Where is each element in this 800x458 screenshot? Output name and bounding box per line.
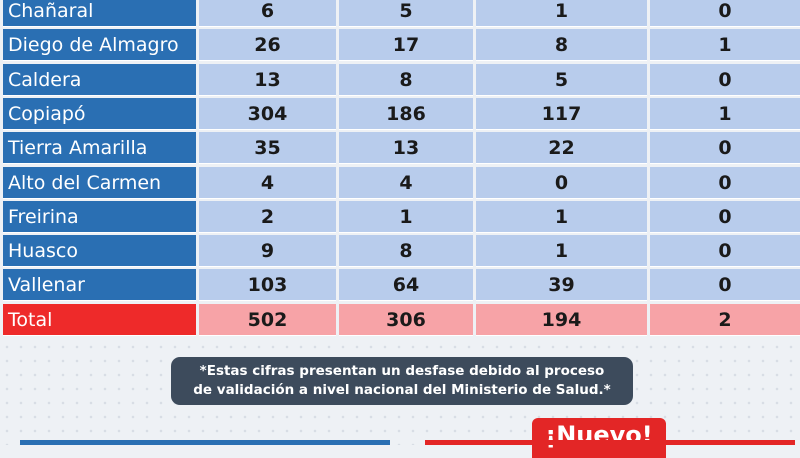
table-row: Tierra Amarilla 35 13 22 0: [3, 132, 800, 165]
deaths-cell: 0: [650, 0, 800, 27]
table-row: Chañaral 6 5 1 0: [3, 0, 800, 27]
deaths-cell: 1: [650, 29, 800, 62]
recovered-cases-cell: 22: [476, 132, 647, 165]
new-badge: ¡Nuevo!: [532, 418, 666, 458]
table-row: Vallenar 103 64 39 0: [3, 269, 800, 302]
active-cases-cell: 5: [339, 0, 473, 27]
commune-name-cell: Diego de Almagro: [3, 29, 196, 62]
deaths-cell: 0: [650, 200, 800, 233]
active-cases-cell: 1: [339, 200, 473, 233]
bottom-blue-bar: [20, 440, 390, 445]
deaths-cell: 2: [650, 303, 800, 336]
confirmed-cases-cell: 502: [199, 303, 336, 336]
recovered-cases-cell: 39: [476, 269, 647, 302]
confirmed-cases-cell: 9: [199, 235, 336, 268]
commune-name-cell: Total: [3, 303, 196, 336]
confirmed-cases-cell: 103: [199, 269, 336, 302]
recovered-cases-cell: 117: [476, 97, 647, 130]
table-row: Alto del Carmen 4 4 0 0: [3, 166, 800, 199]
recovered-cases-cell: 1: [476, 0, 647, 27]
recovered-cases-cell: 194: [476, 303, 647, 336]
active-cases-cell: 64: [339, 269, 473, 302]
disclaimer-line-2: de validación a nivel nacional del Minis…: [193, 382, 611, 398]
commune-name-cell: Vallenar: [3, 269, 196, 302]
table-row: Diego de Almagro 26 17 8 1: [3, 29, 800, 62]
active-cases-cell: 4: [339, 166, 473, 199]
table-row: Copiapó 304 186 117 1: [3, 97, 800, 130]
confirmed-cases-cell: 6: [199, 0, 336, 27]
table-row: Caldera 13 8 5 0: [3, 63, 800, 96]
recovered-cases-cell: 5: [476, 63, 647, 96]
table-row: Freirina 2 1 1 0: [3, 200, 800, 233]
commune-name-cell: Huasco: [3, 235, 196, 268]
disclaimer-note: *Estas cifras presentan un desfase debid…: [171, 357, 633, 405]
commune-name-cell: Copiapó: [3, 97, 196, 130]
recovered-cases-cell: 1: [476, 200, 647, 233]
deaths-cell: 0: [650, 166, 800, 199]
confirmed-cases-cell: 13: [199, 63, 336, 96]
deaths-cell: 0: [650, 235, 800, 268]
confirmed-cases-cell: 26: [199, 29, 336, 62]
commune-name-cell: Chañaral: [3, 0, 196, 27]
active-cases-cell: 306: [339, 303, 473, 336]
recovered-cases-cell: 8: [476, 29, 647, 62]
commune-name-cell: Caldera: [3, 63, 196, 96]
table-row: Huasco 9 8 1 0: [3, 235, 800, 268]
deaths-cell: 0: [650, 269, 800, 302]
confirmed-cases-cell: 304: [199, 97, 336, 130]
confirmed-cases-cell: 35: [199, 132, 336, 165]
deaths-cell: 1: [650, 97, 800, 130]
table-row-total: Total 502 306 194 2: [3, 303, 800, 336]
deaths-cell: 0: [650, 132, 800, 165]
active-cases-cell: 186: [339, 97, 473, 130]
active-cases-cell: 8: [339, 63, 473, 96]
commune-name-cell: Freirina: [3, 200, 196, 233]
active-cases-cell: 13: [339, 132, 473, 165]
commune-name-cell: Alto del Carmen: [3, 166, 196, 199]
bottom-red-bar: [425, 440, 795, 445]
active-cases-cell: 8: [339, 235, 473, 268]
recovered-cases-cell: 0: [476, 166, 647, 199]
deaths-cell: 0: [650, 63, 800, 96]
confirmed-cases-cell: 4: [199, 166, 336, 199]
recovered-cases-cell: 1: [476, 235, 647, 268]
confirmed-cases-cell: 2: [199, 200, 336, 233]
disclaimer-line-1: *Estas cifras presentan un desfase debid…: [199, 363, 605, 379]
active-cases-cell: 17: [339, 29, 473, 62]
commune-name-cell: Tierra Amarilla: [3, 132, 196, 165]
